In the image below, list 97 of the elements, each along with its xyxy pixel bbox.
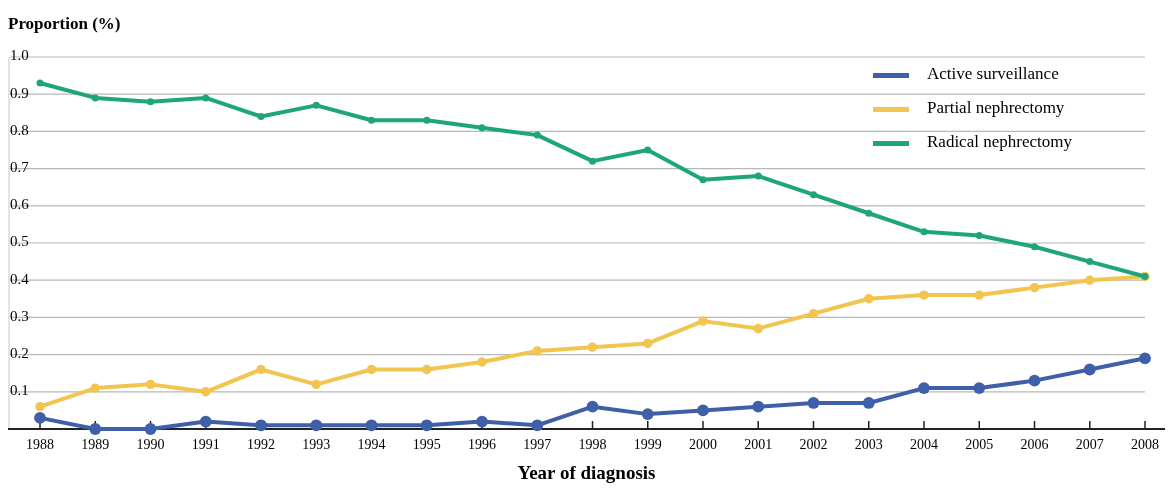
y-axis-title: Proportion (%)	[8, 14, 121, 34]
point	[147, 98, 154, 106]
y-tick-label: 0.5	[10, 233, 29, 250]
point	[199, 415, 212, 428]
x-tick-label: 2001	[744, 437, 773, 452]
y-tick-label: 0.4	[10, 270, 30, 287]
x-tick-label: 1999	[633, 437, 662, 452]
y-tick-label: 0.3	[10, 307, 29, 324]
point	[423, 116, 431, 124]
point	[256, 364, 266, 375]
point	[1086, 258, 1094, 266]
legend-label: Active surveillance	[927, 63, 1059, 83]
point	[641, 408, 654, 421]
point	[644, 146, 652, 154]
point	[864, 294, 874, 304]
point	[477, 357, 487, 367]
point	[975, 232, 983, 240]
point	[754, 172, 762, 180]
point	[366, 364, 377, 375]
point	[698, 316, 708, 326]
point	[34, 411, 46, 424]
x-tick-label: 1994	[357, 437, 386, 452]
point	[91, 94, 99, 102]
point	[311, 379, 321, 390]
y-tick-label: 0.7	[10, 159, 30, 176]
point	[202, 94, 210, 102]
point	[699, 176, 707, 184]
point	[531, 419, 544, 432]
x-axis-title: Year of diagnosis	[516, 462, 657, 484]
point	[365, 419, 378, 432]
point	[1029, 282, 1040, 293]
x-tick-label: 2008	[1131, 437, 1159, 452]
point	[201, 387, 211, 397]
point	[974, 290, 984, 300]
point	[1083, 363, 1096, 376]
x-tick-label: 1996	[468, 437, 496, 452]
point	[808, 308, 819, 319]
x-tick-label: 2004	[910, 437, 938, 452]
point	[586, 400, 599, 413]
point	[476, 415, 488, 428]
point	[807, 397, 820, 409]
point	[810, 191, 817, 199]
point	[918, 382, 930, 394]
legend-label: Radical nephrectomy	[927, 131, 1073, 151]
x-tick-label: 2006	[1020, 437, 1049, 452]
point	[973, 382, 986, 394]
point	[368, 116, 375, 124]
point	[1031, 243, 1038, 251]
point	[478, 124, 486, 132]
point	[144, 423, 157, 435]
point	[145, 379, 156, 390]
y-tick-label: 0.6	[10, 196, 30, 213]
x-tick-label: 2002	[799, 437, 828, 452]
point	[310, 419, 323, 432]
point	[533, 131, 541, 139]
y-tick-label: 0.2	[10, 345, 29, 362]
x-tick-label: 2005	[965, 437, 994, 452]
point	[36, 79, 44, 87]
point	[35, 401, 45, 412]
point	[753, 323, 763, 334]
point	[920, 228, 928, 236]
x-tick-label: 1990	[136, 437, 165, 452]
point	[420, 419, 433, 432]
point	[90, 383, 100, 393]
y-tick-label: 0.8	[10, 121, 29, 138]
point	[1085, 275, 1095, 285]
x-tick-label: 1989	[81, 437, 110, 452]
point	[89, 423, 102, 435]
x-tick-label: 2007	[1075, 437, 1104, 452]
x-tick-label: 2003	[854, 437, 883, 452]
legend-label: Partial nephrectomy	[927, 97, 1065, 117]
point	[532, 346, 542, 356]
x-tick-label: 2000	[689, 437, 717, 452]
point	[422, 364, 432, 375]
x-tick-label: 1991	[191, 437, 220, 452]
point	[587, 342, 598, 352]
x-tick-label: 1997	[523, 437, 552, 452]
point	[1028, 374, 1041, 387]
point	[255, 419, 267, 432]
point	[752, 400, 765, 413]
x-tick-label: 1995	[412, 437, 441, 452]
y-tick-label: 0.9	[10, 84, 29, 101]
point	[1139, 352, 1151, 365]
point	[919, 290, 929, 300]
point	[312, 101, 320, 109]
x-tick-label: 1988	[26, 437, 54, 452]
point	[862, 397, 875, 409]
point	[865, 209, 873, 217]
point	[589, 157, 596, 165]
point	[697, 404, 709, 417]
point	[643, 338, 653, 349]
x-tick-label: 1993	[302, 437, 331, 452]
x-tick-label: 1998	[578, 437, 607, 452]
y-tick-label: 0.1	[10, 382, 29, 399]
x-tick-label: 1992	[247, 437, 275, 452]
point	[257, 113, 265, 121]
y-tick-label: 1.0	[10, 47, 29, 64]
